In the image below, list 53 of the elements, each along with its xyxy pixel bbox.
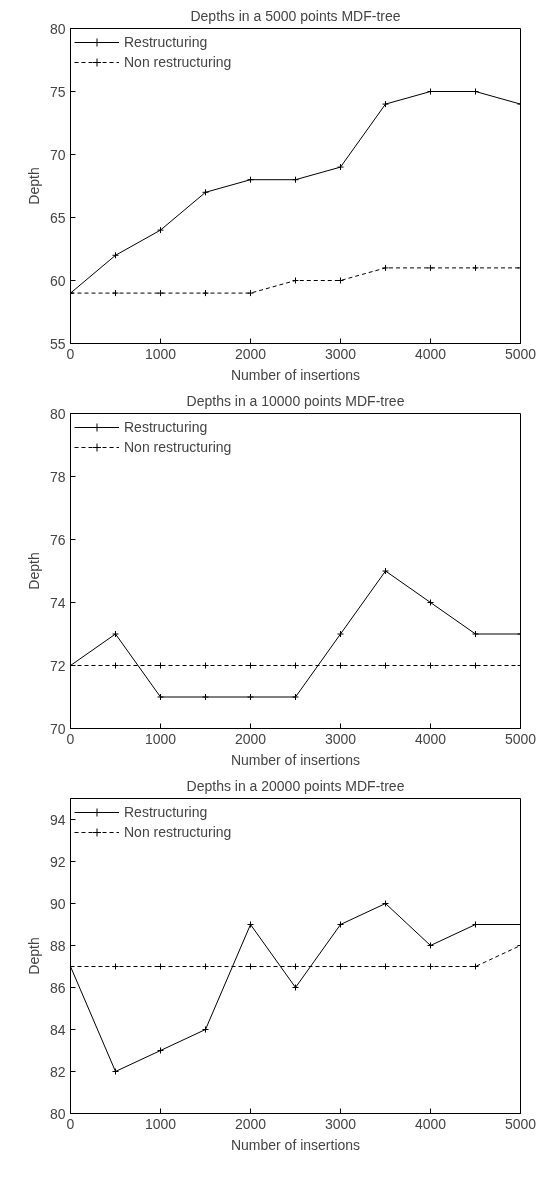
x-tick-label: 4000 [414, 730, 447, 747]
legend-label: Restructuring [124, 34, 208, 50]
legend-label: Non restructuring [124, 824, 232, 840]
y-tick-label: 90 [49, 895, 66, 912]
x-tick-label: 0 [66, 1115, 75, 1132]
y-tick-label: 86 [49, 979, 66, 996]
y-tick-label: 80 [49, 1105, 66, 1122]
x-tick-label: 1000 [144, 1115, 177, 1132]
legend-label: Non restructuring [124, 439, 232, 455]
y-tick-label: 76 [49, 531, 66, 548]
x-tick-label: 3000 [324, 345, 357, 362]
y-axis-title: Depth [25, 167, 42, 205]
x-tick-label: 3000 [324, 730, 357, 747]
x-axis-title: Number of insertions [230, 1136, 361, 1153]
y-tick-label: 84 [49, 1021, 66, 1038]
x-tick-label: 5000 [504, 1115, 537, 1132]
x-tick-label: 4000 [414, 345, 447, 362]
x-tick-label: 2000 [234, 345, 267, 362]
x-tick-label: 5000 [504, 730, 537, 747]
y-tick-label: 74 [49, 594, 66, 611]
x-tick-label: 1000 [144, 730, 177, 747]
y-tick-label: 65 [49, 209, 66, 226]
x-axis-title: Number of insertions [230, 751, 361, 768]
x-tick-label: 3000 [324, 1115, 357, 1132]
x-tick-label: 2000 [234, 1115, 267, 1132]
chart-title: Depths in a 10000 points MDF-tree [186, 392, 405, 409]
x-tick-label: 0 [66, 730, 75, 747]
chart-title: Depths in a 20000 points MDF-tree [186, 777, 405, 794]
y-tick-label: 70 [49, 146, 66, 163]
y-tick-label: 70 [49, 720, 66, 737]
y-tick-label: 60 [49, 272, 66, 289]
y-tick-label: 80 [49, 405, 66, 422]
y-tick-label: 72 [49, 657, 66, 674]
x-tick-label: 5000 [504, 345, 537, 362]
y-tick-label: 75 [49, 83, 66, 100]
legend-label: Non restructuring [124, 54, 232, 70]
y-axis-title: Depth [25, 552, 42, 590]
x-tick-label: 1000 [144, 345, 177, 362]
chart-title: Depths in a 5000 points MDF-tree [190, 7, 401, 24]
x-tick-label: 0 [66, 345, 75, 362]
y-tick-label: 78 [49, 468, 66, 485]
y-tick-label: 92 [49, 853, 66, 870]
y-tick-label: 88 [49, 937, 66, 954]
x-tick-label: 4000 [414, 1115, 447, 1132]
y-axis-title: Depth [25, 937, 42, 975]
y-tick-label: 94 [49, 811, 66, 828]
y-tick-label: 80 [49, 20, 66, 37]
y-tick-label: 55 [49, 335, 66, 352]
legend-label: Restructuring [124, 804, 208, 820]
legend-label: Restructuring [124, 419, 208, 435]
x-tick-label: 2000 [234, 730, 267, 747]
y-tick-label: 82 [49, 1063, 66, 1080]
x-axis-title: Number of insertions [230, 366, 361, 383]
